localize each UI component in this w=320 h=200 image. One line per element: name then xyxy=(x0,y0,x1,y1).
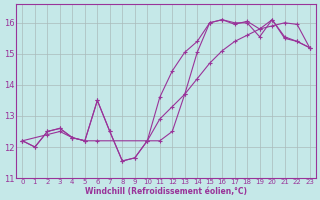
X-axis label: Windchill (Refroidissement éolien,°C): Windchill (Refroidissement éolien,°C) xyxy=(85,187,247,196)
